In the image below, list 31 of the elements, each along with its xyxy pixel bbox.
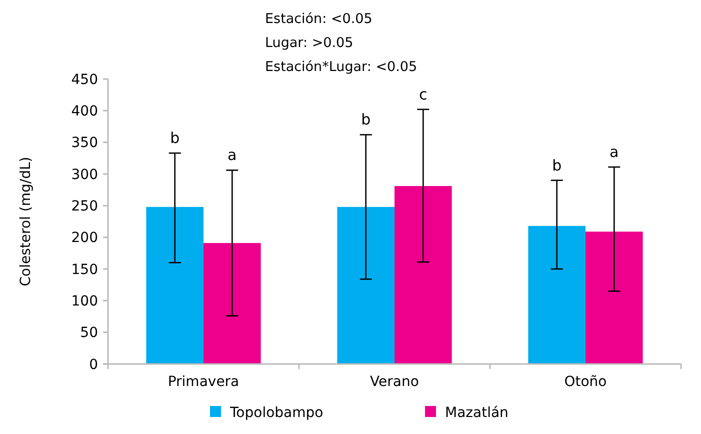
- bar: [586, 232, 643, 364]
- y-tick-label: 100: [71, 294, 98, 310]
- y-tick-label: 0: [89, 356, 98, 373]
- y-tick-label: 150: [71, 262, 98, 278]
- text: Estación*Lugar: <0.05: [265, 59, 418, 75]
- x-tick-label: Primavera: [168, 374, 240, 390]
- legend-label: Mazatlán: [445, 404, 508, 421]
- annotation: a: [610, 143, 619, 162]
- bar: [146, 206, 204, 364]
- annotation: b: [552, 156, 562, 174]
- legend-label: Topolobampo: [229, 404, 324, 421]
- annotation: a: [228, 146, 237, 164]
- bar: [394, 186, 452, 364]
- annotation: b: [170, 129, 180, 148]
- y-tick-label: 300: [71, 166, 98, 183]
- y-tick-label: 400: [71, 104, 98, 120]
- annotation: b: [361, 110, 371, 129]
- y-tick-label: 200: [71, 230, 98, 246]
- x-tick-label: Verano: [370, 374, 419, 390]
- text: Estación: <0.05: [265, 11, 372, 27]
- y-axis-title: Colesterol (mg/dL): [18, 156, 34, 286]
- text: Lugar: >0.05: [265, 35, 354, 51]
- y-tick-label: 250: [71, 198, 98, 215]
- bar: [528, 226, 586, 364]
- bar: [337, 206, 394, 364]
- x-tick-label: Otoño: [564, 374, 607, 390]
- annotation: c: [419, 85, 428, 104]
- y-tick-label: 350: [71, 135, 98, 152]
- y-tick-label: 50: [80, 325, 98, 342]
- bar: [204, 243, 261, 364]
- y-tick-label: 450: [71, 72, 98, 88]
